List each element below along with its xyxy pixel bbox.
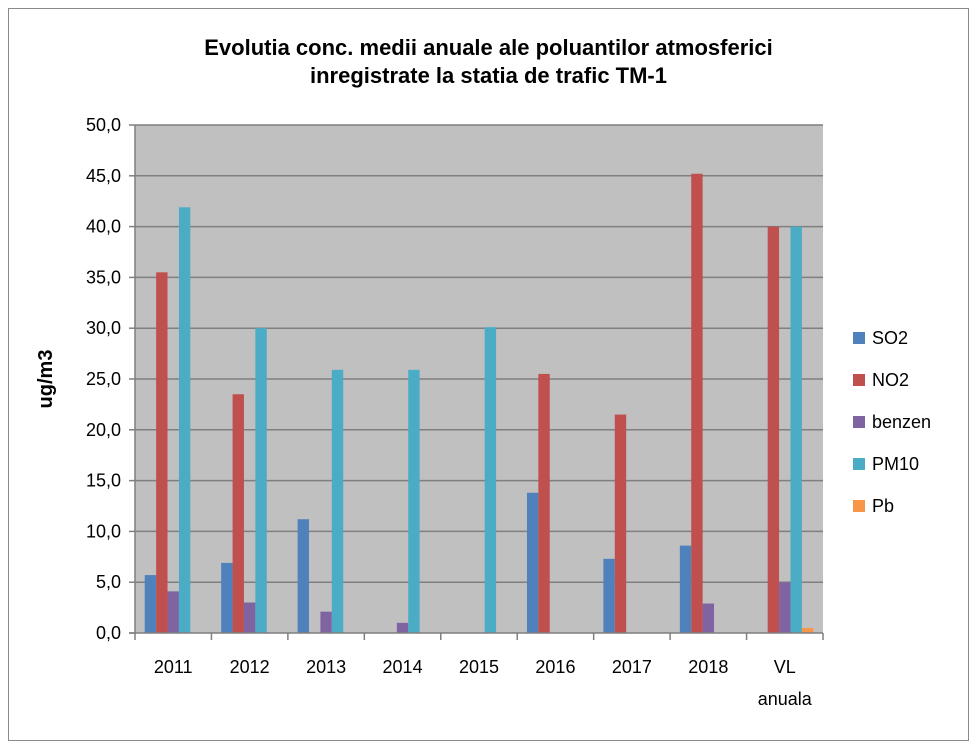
legend-swatch-so2 <box>853 332 865 344</box>
y-tick-label: 50,0 <box>86 115 121 135</box>
bar-so2 <box>679 545 692 633</box>
y-tick-label: 20,0 <box>86 420 121 440</box>
x-tick-label: VL <box>774 657 796 677</box>
chart-title: Evolutia conc. medii anuale ale poluanti… <box>0 34 977 90</box>
bar-so2 <box>297 519 310 633</box>
bar-no2 <box>614 414 627 633</box>
bar-pb <box>801 627 814 633</box>
bar-pm10 <box>408 369 420 633</box>
y-tick-label: 5,0 <box>96 572 121 592</box>
bar-pm10 <box>790 226 802 633</box>
legend-label-so2: SO2 <box>872 328 908 348</box>
gridlines <box>135 124 823 583</box>
chart-title-line-2: inregistrate la statia de trafic TM-1 <box>310 63 667 88</box>
legend-label-pm10: PM10 <box>872 454 919 474</box>
bar-so2 <box>526 492 539 633</box>
bar-no2 <box>767 226 780 633</box>
y-tick-label: 15,0 <box>86 471 121 491</box>
bar-so2 <box>221 562 233 633</box>
legend-swatch-pb <box>853 500 865 512</box>
legend-swatch-pm10 <box>853 458 865 470</box>
x-tick-label: 2014 <box>383 657 423 677</box>
legend-swatch-benzen <box>853 416 865 428</box>
bar-benzen <box>702 603 715 633</box>
y-tick-label: 35,0 <box>86 267 121 287</box>
bar-benzen <box>243 602 256 633</box>
bar-so2 <box>144 575 157 633</box>
bar-pm10 <box>178 207 191 633</box>
x-tick-label: 2013 <box>306 657 346 677</box>
x-tick-label: 2017 <box>612 657 652 677</box>
bar-benzen <box>396 622 409 633</box>
y-tick-label: 30,0 <box>86 318 121 338</box>
bar-no2 <box>232 394 244 633</box>
y-tick-labels: 0,0 5,0 10,0 15,0 20,0 25,0 30,0 35,0 40,0 45,0 50… <box>86 115 121 643</box>
axes <box>129 124 824 640</box>
y-axis-label: ug/m3 <box>35 350 57 409</box>
bar-benzen <box>320 611 332 633</box>
x-tick-label: 2016 <box>535 657 575 677</box>
y-tick-label: 25,0 <box>86 369 121 389</box>
x-tick-label: 2018 <box>688 657 728 677</box>
x-tick-label: 2011 <box>154 657 193 677</box>
bar-pm10 <box>484 327 497 633</box>
legend: SO2 NO2 benzen PM10 Pb <box>853 328 931 516</box>
x-tick-label: 2012 <box>230 657 270 677</box>
legend-label-pb: Pb <box>872 496 894 516</box>
y-tick-label: 0,0 <box>96 623 121 643</box>
bar-benzen <box>779 582 791 633</box>
x-tick-labels: 2011 2012 2013 2014 2015 2016 2017 2018 VL anuala <box>154 657 813 709</box>
bar-no2 <box>156 272 168 633</box>
bar-no2 <box>691 173 703 633</box>
bar-pm10 <box>331 369 344 633</box>
bars <box>144 173 814 633</box>
bar-benzen <box>167 591 179 633</box>
bar-so2 <box>603 558 615 633</box>
legend-label-no2: NO2 <box>872 370 909 390</box>
bar-no2 <box>538 373 550 633</box>
y-tick-label: 40,0 <box>86 217 121 237</box>
chart-title-line-1: Evolutia conc. medii anuale ale poluanti… <box>204 35 773 60</box>
y-tick-label: 10,0 <box>86 521 121 541</box>
x-tick-label: anuala <box>758 689 813 709</box>
y-tick-label: 45,0 <box>86 166 121 186</box>
x-tick-label: 2015 <box>459 657 499 677</box>
bar-pm10 <box>255 328 267 633</box>
legend-label-benzen: benzen <box>872 412 931 432</box>
legend-swatch-no2 <box>853 374 865 386</box>
